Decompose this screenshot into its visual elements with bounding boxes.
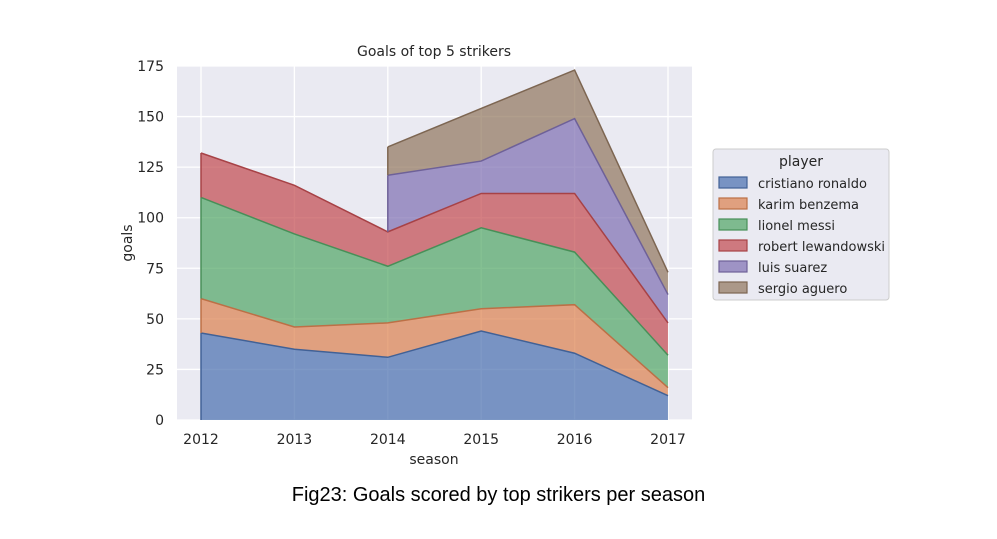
area-luis-suarez — [387, 118, 668, 323]
legend-swatch — [718, 176, 748, 189]
x-tick-label: 2015 — [463, 432, 499, 448]
area-cristiano-ronaldo — [201, 330, 668, 420]
x-tick-label: 2016 — [557, 432, 593, 448]
legend-swatch — [718, 239, 748, 252]
area-edge-sergio-aguero — [387, 69, 669, 273]
area-karim-benzema — [201, 298, 668, 396]
legend-swatch — [718, 281, 748, 294]
y-tick-label: 75 — [146, 261, 164, 277]
y-axis-ticks: 0 25 50 75 100 125 150 175 — [137, 59, 164, 429]
legend-title: player — [779, 154, 823, 170]
x-tick-label: 2012 — [183, 432, 219, 448]
y-tick-label: 175 — [137, 59, 164, 75]
legend-label: cristiano ronaldo — [758, 177, 867, 192]
figure-caption: Fig23: Goals scored by top strikers per … — [291, 484, 706, 506]
x-axis-label: season — [409, 452, 458, 468]
area-lionel-messi — [201, 197, 668, 388]
area-series-edges — [200, 69, 669, 420]
legend-label: sergio aguero — [758, 282, 847, 297]
y-tick-label: 100 — [137, 211, 164, 227]
area-edge-cristiano-ronaldo — [200, 330, 669, 397]
y-tick-label: 50 — [146, 312, 164, 328]
y-tick-label: 150 — [137, 110, 164, 126]
area-edge-karim-benzema — [200, 297, 669, 389]
area-edge-lionel-messi — [200, 196, 669, 356]
legend-label: lionel messi — [758, 219, 835, 234]
x-tick-label: 2013 — [277, 432, 313, 448]
y-tick-label: 125 — [137, 160, 164, 176]
chart-title: Goals of top 5 strikers — [357, 44, 511, 60]
area-edge-robert-lewandowski — [200, 152, 669, 324]
x-tick-label: 2017 — [650, 432, 686, 448]
legend-swatch — [718, 260, 748, 273]
y-axis-label: goals — [120, 224, 136, 261]
area-series — [201, 70, 668, 420]
legend-swatch — [718, 218, 748, 231]
legend: player cristiano ronaldo karim benzema lio… — [712, 148, 890, 301]
legend-box — [712, 148, 890, 301]
y-tick-label: 0 — [155, 413, 164, 429]
area-edge-luis-suarez — [387, 117, 669, 295]
legend-label: karim benzema — [758, 198, 859, 213]
legend-items: cristiano ronaldo karim benzema lionel mes… — [718, 176, 885, 297]
legend-swatch — [718, 197, 748, 210]
area-sergio-aguero — [387, 70, 668, 295]
x-tick-label: 2014 — [370, 432, 406, 448]
area-robert-lewandowski — [201, 152, 668, 356]
y-tick-label: 25 — [146, 362, 164, 378]
legend-label: robert lewandowski — [758, 240, 885, 255]
legend-label: luis suarez — [758, 261, 827, 276]
x-axis-ticks: 2012 2013 2014 2015 2016 2017 — [183, 432, 686, 448]
